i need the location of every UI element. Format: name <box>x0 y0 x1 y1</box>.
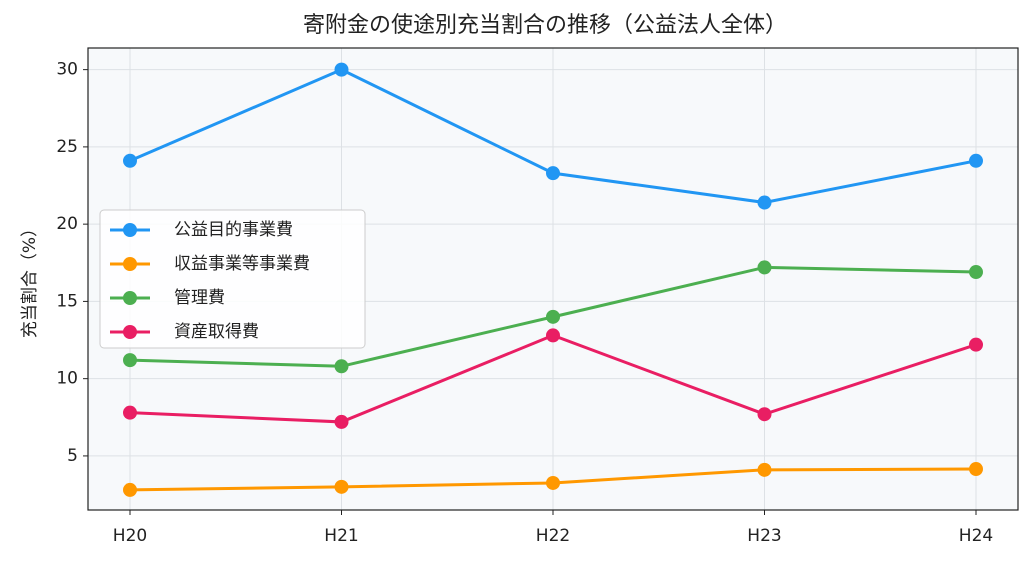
data-point <box>757 462 772 477</box>
legend-marker <box>123 257 137 271</box>
legend-marker <box>123 291 137 305</box>
data-point <box>969 153 983 168</box>
data-point <box>969 462 983 477</box>
y-tick-label: 5 <box>67 446 78 466</box>
plot-frame <box>87 47 1019 511</box>
data-point <box>969 265 983 280</box>
data-point <box>334 62 349 77</box>
x-tick-label: H20 <box>113 526 147 546</box>
data-point <box>757 195 772 210</box>
chart-title: 寄附金の使途別充当割合の推移（公益法人全体） <box>303 13 787 38</box>
y-tick-label: 25 <box>56 137 78 157</box>
x-tick-label: H21 <box>324 526 358 546</box>
data-point <box>546 309 560 324</box>
data-point <box>334 359 349 374</box>
data-point <box>123 353 137 368</box>
x-tick-label: H23 <box>747 526 781 546</box>
data-point <box>757 260 772 275</box>
series-group <box>123 62 983 497</box>
data-point <box>546 166 560 181</box>
data-point <box>546 328 560 343</box>
x-tick-label: H22 <box>536 526 570 546</box>
legend-label: 公益目的事業費 <box>174 220 293 240</box>
data-point <box>546 475 560 490</box>
legend-marker <box>123 325 137 339</box>
x-tick-label: H24 <box>959 526 993 546</box>
data-point <box>123 405 137 420</box>
legend-label: 資産取得費 <box>174 322 259 342</box>
data-point <box>334 479 349 494</box>
data-point <box>123 153 137 168</box>
data-point <box>969 337 983 352</box>
data-point <box>757 407 772 422</box>
data-point <box>123 482 137 497</box>
y-tick-label: 30 <box>56 60 78 80</box>
legend-marker <box>123 223 137 237</box>
y-tick-label: 10 <box>56 369 78 389</box>
legend-label: 管理費 <box>174 288 225 308</box>
y-tick-label: 15 <box>56 291 78 311</box>
legend-label: 収益事業等事業費 <box>174 254 310 274</box>
y-tick-label: 20 <box>56 214 78 234</box>
data-point <box>334 414 349 429</box>
y-axis-label: 充当割合（%） <box>20 220 40 338</box>
legend-box <box>99 209 366 349</box>
